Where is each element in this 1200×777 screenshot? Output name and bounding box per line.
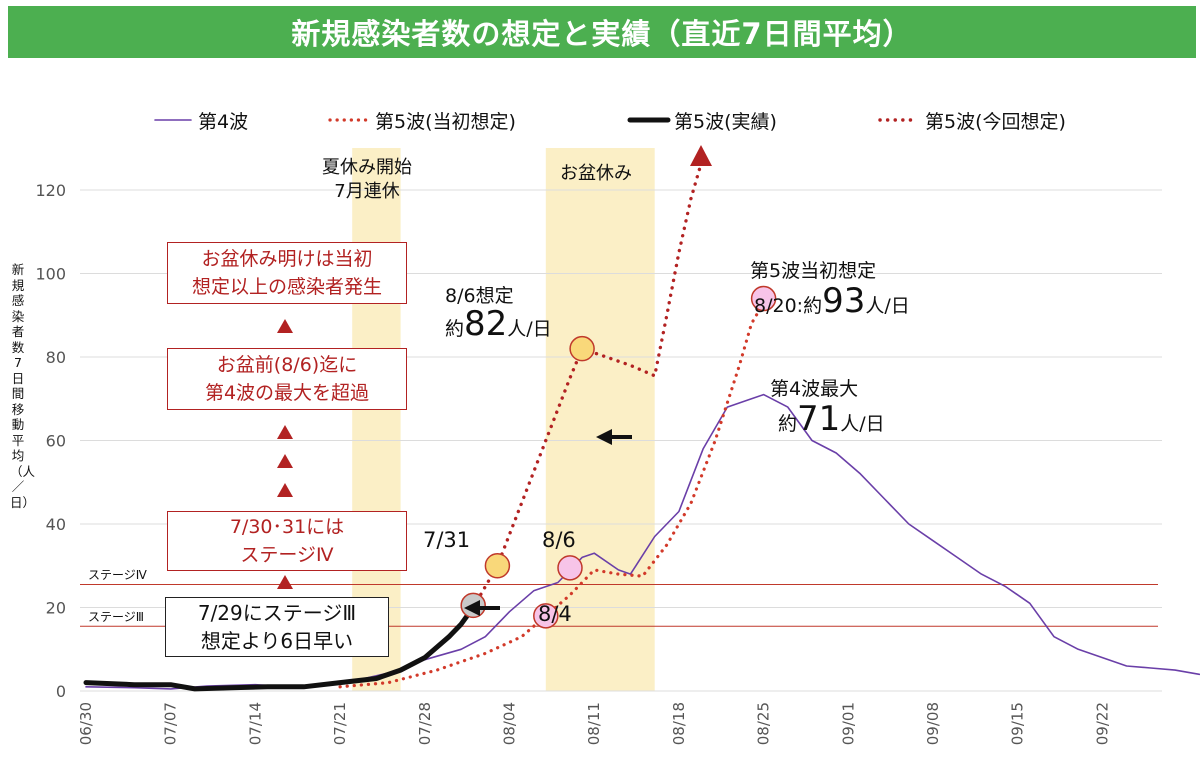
- callout-wave4-number: 71: [797, 399, 841, 439]
- legend-label-2: 第5波(当初想定): [375, 111, 516, 133]
- callout-8-6-number: 82: [464, 304, 508, 344]
- up-arrow-triangle-5: [277, 575, 293, 589]
- x-tick-09/22: 09/22: [1093, 702, 1111, 745]
- shaded-periods: [352, 148, 655, 691]
- series-line-3: [83, 605, 476, 692]
- marker-6: [750, 285, 777, 312]
- y-tick-40: 40: [46, 515, 66, 534]
- y-tick-60: 60: [46, 432, 66, 451]
- y-axis-label: 新規感染者数7日間移動平均（人／日）: [10, 262, 36, 510]
- annotation-box-stage3: 7/29にステージⅢ 想定より6日早い: [165, 597, 389, 657]
- annotation-box-stage4: 7/30･31には ステージⅣ: [167, 511, 407, 571]
- marker-label-7-31: 7/31: [423, 528, 471, 552]
- summer-vacation-line1: 夏休み開始: [322, 157, 412, 178]
- shaded-period-2: [545, 148, 655, 691]
- callout-wave4-value: 約71人/日: [778, 402, 885, 439]
- y-tick-120: 120: [35, 181, 66, 200]
- series-line-1: [85, 393, 1200, 690]
- x-axis-ticks: 06/30 07/07 07/14 07/21 07/28 08/04 08/11 08/18…: [77, 702, 1111, 745]
- up-arrow-triangle-3: [277, 454, 293, 468]
- callout-8-6-prefix: 約: [445, 318, 465, 340]
- x-tick-08/11: 08/11: [585, 702, 603, 745]
- annotation-box-obon-before: お盆前(8/6)迄に 第4波の最大を超過: [167, 348, 407, 410]
- callout-8-20-value: 8/20:約93人/日: [754, 284, 910, 321]
- callout-8-6-title: 8/6想定: [445, 285, 514, 307]
- annotation-box-4-line1: 7/29にステージⅢ: [197, 601, 357, 625]
- y-tick-20: 20: [46, 599, 66, 618]
- obon-label: お盆休み: [560, 163, 632, 184]
- legend-label-4: 第5波(今回想定): [925, 111, 1066, 133]
- callout-8-20-prefix: 8/20:約: [754, 295, 823, 317]
- marker-2: [557, 555, 583, 581]
- y-tick-80: 80: [46, 348, 66, 367]
- y-tick-100: 100: [35, 265, 66, 284]
- x-tick-09/08: 09/08: [924, 702, 942, 745]
- page-title: 新規感染者数の想定と実績（直近7日間平均）: [8, 6, 1196, 58]
- marker-5: [569, 335, 595, 362]
- summer-vacation-label: 夏休み開始 7月連休: [322, 156, 412, 204]
- up-arrow-triangle-2: [277, 425, 293, 439]
- annotation-box-3-line2: ステージⅣ: [240, 544, 334, 566]
- x-tick-07/07: 07/07: [162, 702, 180, 745]
- x-tick-08/18: 08/18: [670, 702, 688, 745]
- decorations: [277, 145, 712, 616]
- annotation-box-1-line2: 想定以上の感染者発生: [191, 276, 382, 298]
- x-tick-09/15: 09/15: [1009, 702, 1027, 745]
- annotation-box-obon-after: お盆休み明けは当初 想定以上の感染者発生: [167, 242, 407, 304]
- callout-8-20-title: 第5波当初想定: [750, 260, 877, 282]
- annotation-box-1-line1: お盆休み明けは当初: [201, 248, 373, 270]
- x-tick-09/01: 09/01: [839, 702, 857, 745]
- stage3-label: ステージⅢ: [88, 610, 145, 624]
- series-line-2: [338, 301, 766, 689]
- x-tick-07/21: 07/21: [331, 702, 349, 745]
- marker-label-8-6: 8/6: [542, 528, 576, 552]
- x-tick-07/14: 07/14: [246, 702, 264, 745]
- y-axis-ticks: 0 20 40 60 80 100 120: [35, 181, 66, 701]
- annotation-box-4-line2: 想定より6日早い: [200, 629, 354, 653]
- callout-8-6-value: 約82人/日: [445, 307, 552, 343]
- legend-label-1: 第4波: [198, 111, 249, 133]
- callout-8-6-forecast: 8/6想定 約82人/日: [445, 282, 552, 343]
- series-end-arrow: [690, 145, 712, 166]
- callout-wave4-unit: 人/日: [840, 413, 885, 435]
- callout-wave4-title: 第4波最大: [770, 378, 859, 400]
- marker-label-8-4: 8/4: [538, 602, 572, 626]
- summer-vacation-line2: 7月連休: [334, 181, 400, 202]
- callout-8-20-unit: 人/日: [865, 295, 910, 317]
- x-tick-06/30: 06/30: [77, 702, 95, 745]
- marker-1: [484, 553, 511, 579]
- x-tick-08/25: 08/25: [755, 702, 773, 745]
- annotation-box-2-line1: お盆前(8/6)迄に: [216, 354, 358, 376]
- left-arrow-icon-1: [596, 429, 632, 445]
- left-arrow-icon-2: [464, 600, 500, 616]
- up-arrow-triangle-1: [277, 319, 293, 333]
- x-tick-07/28: 07/28: [416, 702, 434, 745]
- callout-wave4-max: 第4波最大 約71人/日: [770, 374, 885, 439]
- callout-8-20-forecast: 第5波当初想定 8/20:約93人/日: [750, 256, 910, 321]
- annotation-box-2-line2: 第4波の最大を超過: [204, 382, 370, 404]
- legend-label-3: 第5波(実績): [674, 111, 777, 133]
- marker-3: [533, 603, 559, 629]
- callout-8-6-unit: 人/日: [507, 318, 552, 340]
- callout-8-20-number: 93: [822, 281, 866, 321]
- annotation-box-3-line1: 7/30･31には: [229, 516, 345, 538]
- x-tick-08/04: 08/04: [501, 702, 519, 745]
- callout-wave4-prefix: 約: [778, 413, 798, 435]
- y-tick-0: 0: [56, 682, 66, 701]
- up-arrow-triangle-4: [277, 483, 293, 497]
- stage4-label: ステージⅣ: [88, 568, 147, 582]
